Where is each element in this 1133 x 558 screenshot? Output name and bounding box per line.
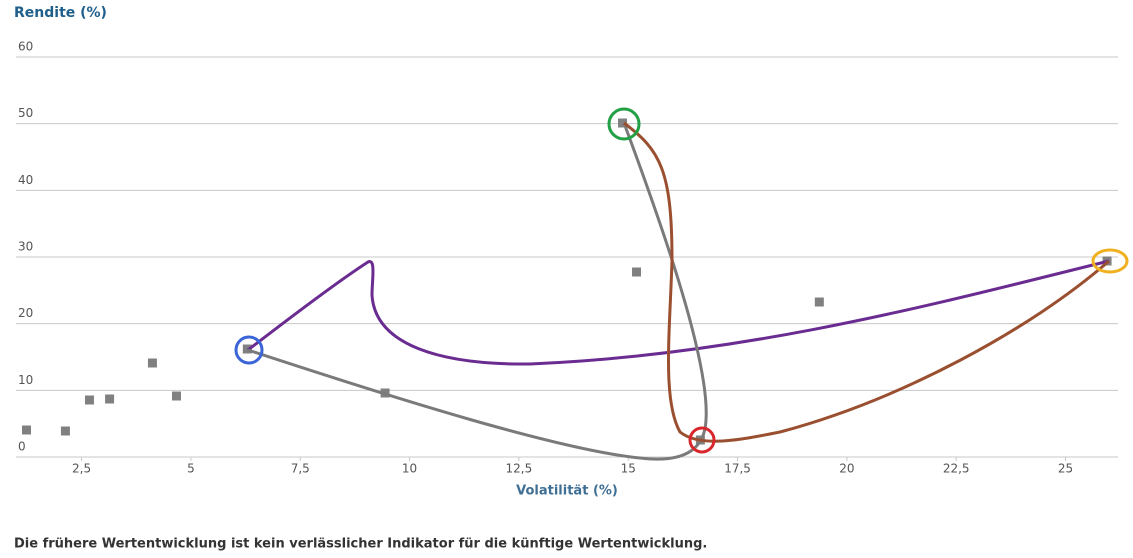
x-axis-title: Volatilität (%)	[516, 484, 618, 499]
annotation-curve	[247, 259, 1110, 366]
x-tick-label: 25	[1058, 462, 1073, 476]
y-tick-label: 0	[18, 440, 26, 454]
footnote: Die frühere Wertentwicklung ist kein ver…	[14, 537, 707, 552]
point	[632, 267, 642, 277]
annotation-circle	[234, 335, 264, 365]
point	[105, 394, 115, 404]
plot: 0 10 20 30 40 50 60 2,5 5 7,5 10 12,5 15 17,5 20 22,5 25	[16, 40, 1118, 476]
x-tick-label: 17,5	[724, 462, 751, 476]
annotations	[234, 107, 1129, 461]
x-tick-label: 15	[621, 462, 636, 476]
point	[60, 426, 70, 436]
y-tick-label: 40	[18, 173, 33, 187]
x-tick-label: 10	[402, 462, 417, 476]
y-tick-label: 20	[18, 306, 33, 320]
x-tick-label: 2,5	[72, 462, 91, 476]
annotation-curve	[623, 121, 1110, 443]
x-tick-label: 5	[187, 462, 195, 476]
y-tick-label: 10	[18, 373, 33, 387]
y-tick-label: 30	[18, 240, 33, 254]
x-tick-label: 22,5	[943, 462, 970, 476]
point	[84, 395, 94, 405]
x-tick-label: 12,5	[506, 462, 533, 476]
y-tick-label: 50	[18, 106, 33, 120]
point	[618, 118, 628, 128]
annotation-circle	[1091, 248, 1129, 274]
annotation-circle	[688, 426, 716, 454]
point	[171, 391, 181, 401]
x-tick-label: 20	[839, 462, 854, 476]
annotation-circle	[607, 107, 641, 141]
annotation-curve	[247, 122, 708, 461]
y-axis-title: Rendite (%)	[14, 5, 107, 21]
point	[147, 358, 157, 368]
x-tick-label: 7,5	[291, 462, 310, 476]
point	[814, 297, 824, 307]
y-tick-label: 60	[18, 40, 33, 54]
point	[21, 425, 31, 435]
